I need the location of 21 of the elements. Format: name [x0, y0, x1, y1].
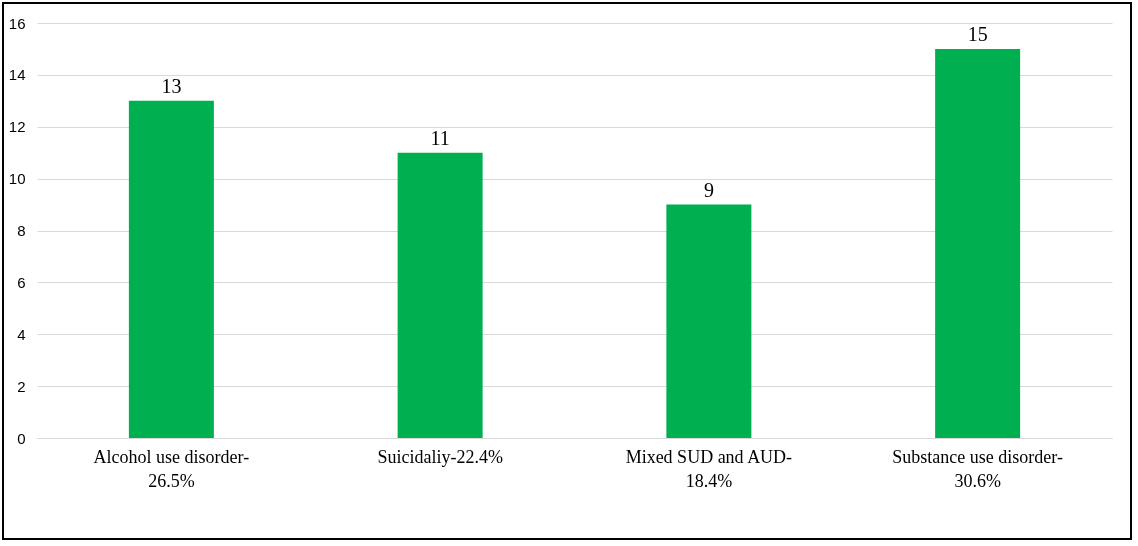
- data-label: 9: [703, 178, 714, 201]
- x-tick-label: Substance use disorder-30.6%: [892, 446, 1063, 491]
- y-tick-label: 6: [17, 273, 26, 291]
- bar: [128, 100, 214, 438]
- y-tick-label: 8: [17, 222, 26, 239]
- data-label: 11: [430, 126, 450, 149]
- y-tick-label: 14: [8, 66, 26, 84]
- x-tick-label: Mixed SUD and AUD-18.4%: [625, 446, 793, 491]
- y-tick-label: 4: [17, 325, 26, 343]
- x-tick-label: Suicidaliy-22.4%: [377, 446, 503, 467]
- y-tick-label: 0: [17, 429, 26, 447]
- y-tick-label: 10: [8, 170, 26, 188]
- data-label: 13: [161, 74, 182, 97]
- y-tick-label: 12: [8, 118, 26, 136]
- bar: [935, 48, 1021, 438]
- data-label: 15: [967, 22, 988, 45]
- y-tick-label: 16: [8, 14, 26, 32]
- bar: [397, 152, 483, 438]
- bar: [666, 204, 752, 438]
- x-tick-label: Alcohol use disorder-26.5%: [93, 446, 250, 491]
- y-tick-label: 2: [17, 377, 26, 395]
